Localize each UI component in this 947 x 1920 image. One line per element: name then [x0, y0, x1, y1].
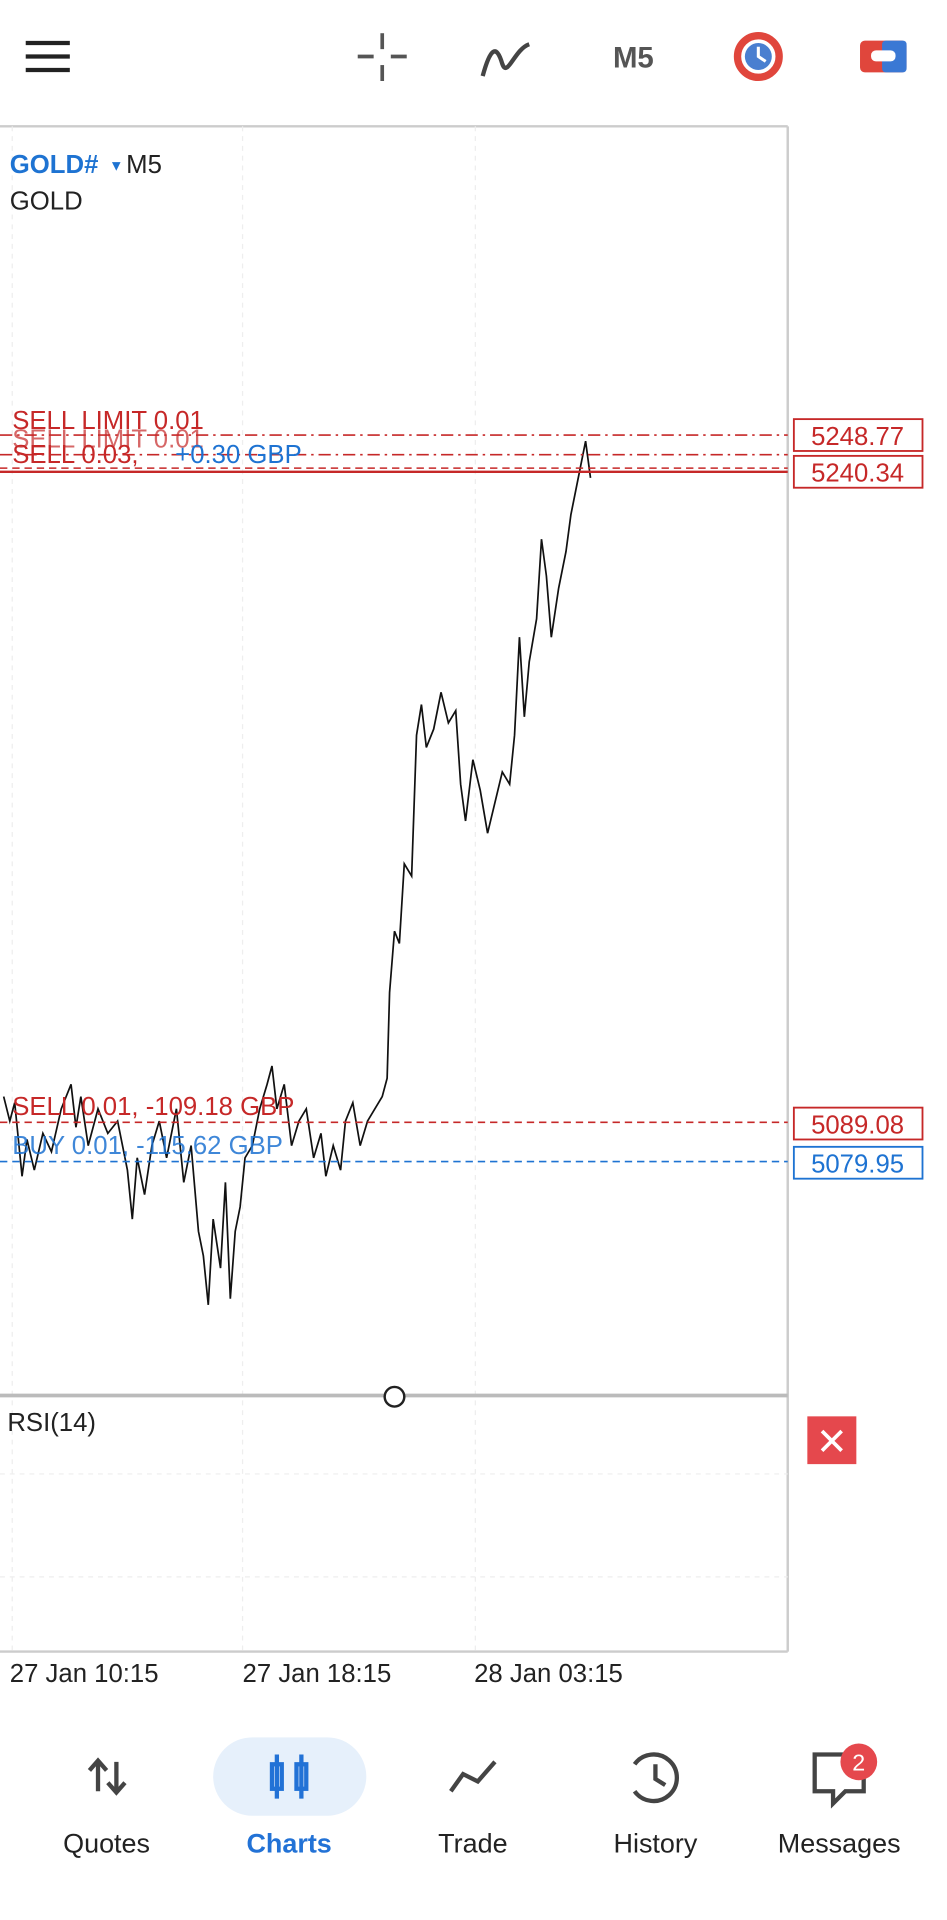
chart-timeframe: M5 — [126, 151, 162, 179]
bottom-nav: 2 Quotes Charts Trade History Messages — [63, 1737, 901, 1858]
nav-label[interactable]: Quotes — [63, 1828, 150, 1858]
position-label[interactable]: BUY 0.01, -115.62 GBP — [12, 1132, 283, 1160]
price-tag: 5248.77 — [811, 423, 904, 451]
symbol-description: GOLD — [10, 188, 83, 216]
time-label: 27 Jan 10:15 — [10, 1660, 159, 1688]
time-label: 28 Jan 03:15 — [474, 1660, 623, 1688]
nav-label[interactable]: Charts — [246, 1828, 331, 1858]
time-label: 27 Jan 18:15 — [243, 1660, 392, 1688]
indicator-name: RSI(14) — [7, 1409, 96, 1437]
trade-icon[interactable] — [449, 1760, 497, 1793]
price-tag: 5089.08 — [811, 1111, 904, 1139]
symbol-dropdown[interactable]: ▼ — [109, 158, 124, 174]
menu-button[interactable] — [25, 40, 70, 73]
resize-handle[interactable] — [383, 1385, 406, 1408]
nav-label[interactable]: Trade — [438, 1828, 507, 1858]
toolbar: M5 — [25, 31, 907, 81]
chart-area: GOLD# ▼ M5 GOLD SELL LIMIT 0.01 SELL LIM… — [0, 125, 924, 1688]
order-label[interactable]: SELL LIMIT 0.01 — [12, 407, 204, 435]
history-icon[interactable] — [632, 1752, 679, 1804]
price-bars — [2, 441, 592, 1305]
quotes-icon[interactable] — [87, 1757, 127, 1796]
one-click-button[interactable] — [860, 40, 907, 73]
position-label[interactable]: SELL 0.01, -109.18 GBP — [12, 1093, 294, 1121]
messages-icon[interactable]: 2 — [812, 1743, 878, 1809]
price-tag: 5240.34 — [811, 460, 904, 488]
nav-label[interactable]: History — [614, 1828, 698, 1858]
badge: 2 — [852, 1749, 865, 1775]
indicators-button[interactable] — [480, 42, 531, 77]
timeframe-button[interactable]: M5 — [613, 42, 654, 75]
order-label[interactable]: SELL LIMIT 0.01 — [12, 425, 204, 453]
price-tag: 5079.95 — [811, 1151, 904, 1179]
charts-icon[interactable] — [269, 1754, 309, 1799]
crosshair-button[interactable] — [357, 33, 407, 81]
trading-button[interactable] — [733, 31, 783, 81]
close-indicator[interactable] — [807, 1416, 857, 1465]
symbol[interactable]: GOLD# — [10, 151, 99, 179]
position-profit[interactable]: +0.30 GBP — [175, 441, 302, 469]
position-label[interactable]: SELL 0.03, — [12, 441, 138, 469]
nav-label[interactable]: Messages — [778, 1828, 901, 1858]
